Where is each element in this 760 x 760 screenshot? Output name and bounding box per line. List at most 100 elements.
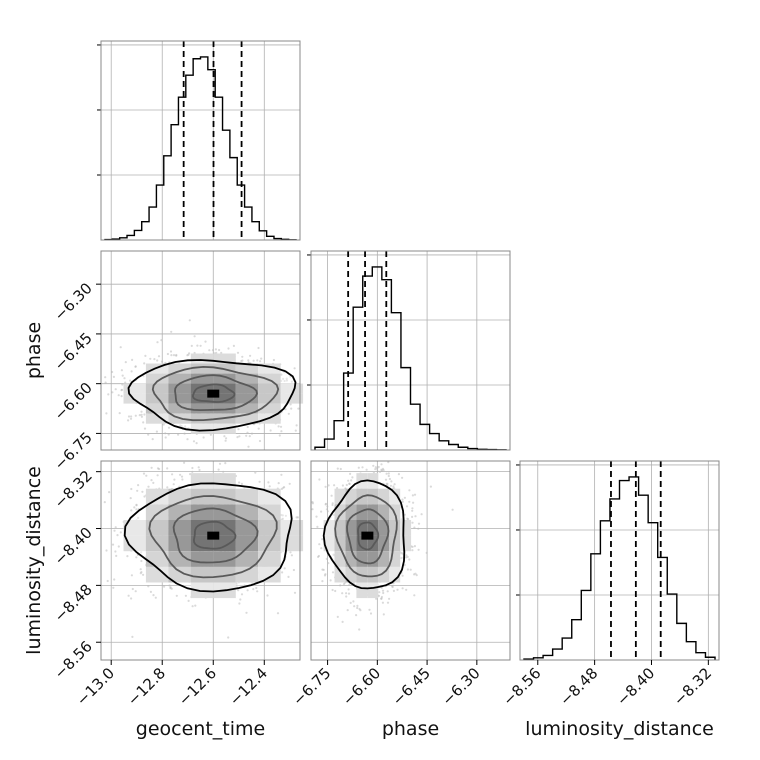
sample-point [117,545,120,548]
sample-point [224,462,227,465]
hist-frame [310,250,511,451]
sample-point [357,466,360,469]
sample-point [279,425,283,428]
sample-point [385,472,388,475]
sample-point [130,370,133,373]
sample-point [149,590,152,594]
sample-point [214,348,217,351]
x-tick-label-luminosity_distance: −8.56 [499,664,544,709]
hist-panel-luminosity_distance [516,461,719,660]
sample-point [162,423,165,426]
sample-point [170,330,173,333]
sample-point [246,425,249,429]
sample-point [140,559,143,563]
sample-point [156,359,159,362]
sample-point [256,590,259,593]
sample-point [272,358,275,362]
sample-point [104,376,107,379]
x-tick-label-luminosity_distance: −8.48 [556,664,601,709]
sample-point [392,589,395,593]
sample-point [326,510,329,513]
sample-point [401,500,404,503]
sample-point [326,505,329,508]
sample-point [157,355,161,358]
sample-point [281,571,284,574]
sample-point [223,435,226,438]
sample-point [324,502,328,505]
sample-point [239,598,242,601]
sample-point [208,349,211,352]
sample-point [374,466,377,469]
sample-point [111,543,115,546]
sample-point [368,608,371,611]
sample-point [288,482,291,485]
sample-point [387,474,390,478]
sample-point [192,440,196,443]
sample-point [142,472,146,475]
sample-point [411,521,414,524]
sample-point [317,555,320,559]
y-tick-label-phase: −6.30 [51,279,96,324]
sample-point [186,438,189,441]
x-tick-label-luminosity_distance: −8.40 [613,664,658,709]
sample-point [361,466,364,469]
hist-frame [519,460,720,661]
sample-point [143,495,146,498]
sample-point [143,413,146,416]
sample-point [287,412,290,415]
sample-point [267,481,270,484]
sample-point [268,485,271,488]
sample-point [194,604,197,607]
sample-point [355,614,358,617]
sample-point [186,354,189,357]
sample-point [247,445,250,448]
sample-point [374,468,377,471]
sample-point [257,427,260,430]
x-tick-label-phase: −6.75 [289,664,334,709]
sample-point [405,588,408,591]
sample-point [112,586,115,589]
sample-point [139,572,142,575]
sample-point [380,595,383,599]
sample-point [164,436,167,439]
sample-point [408,558,411,561]
sample-point [336,615,339,619]
sample-point [296,516,299,519]
sample-point [318,543,321,546]
sample-point [247,359,250,362]
sample-point [290,407,293,410]
sample-point [147,585,150,588]
sample-point [124,361,127,364]
sample-point [105,549,108,552]
sample-point [389,484,392,487]
sample-point [315,515,318,518]
x-axis-label-luminosity_distance: luminosity_distance [525,718,714,740]
sample-point [347,588,350,591]
sample-point [112,375,115,378]
sample-point [278,434,281,437]
sample-point [187,599,190,603]
sample-point [152,594,155,597]
y-tick-label-luminosity_distance: −8.40 [51,524,96,569]
sample-point [381,589,385,592]
sample-point [323,574,327,577]
sample-point [276,612,280,615]
sample-point [417,522,421,525]
sample-point [241,355,244,358]
sample-point [175,354,178,357]
sample-point [113,529,116,532]
sample-point [118,412,121,415]
sample-point [341,484,344,487]
sample-point [284,408,287,411]
sample-point [250,432,254,435]
sample-point [144,354,147,357]
sample-point [191,470,194,473]
sample-point [283,567,286,570]
sample-point [131,635,134,639]
sample-point [420,513,423,516]
sample-point [331,502,334,505]
sample-point [137,484,140,487]
sample-point [293,591,297,594]
histogram-step [104,56,297,241]
